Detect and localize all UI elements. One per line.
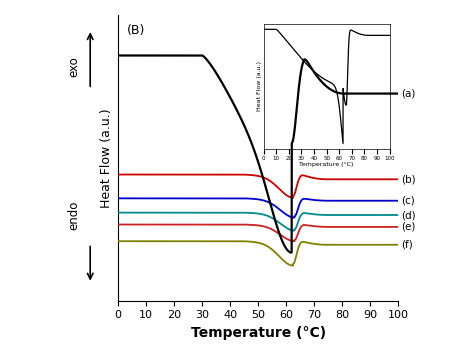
Text: (b): (b) xyxy=(401,174,416,184)
Text: (d): (d) xyxy=(401,210,416,220)
Text: (c): (c) xyxy=(401,196,415,206)
Text: (f): (f) xyxy=(401,240,412,250)
Text: (a): (a) xyxy=(401,89,415,99)
Text: (e): (e) xyxy=(401,222,415,232)
Text: (B): (B) xyxy=(127,23,145,37)
X-axis label: Temperature (°C): Temperature (°C) xyxy=(191,326,326,340)
Y-axis label: Heat Flow (a.u.): Heat Flow (a.u.) xyxy=(100,108,113,208)
Text: endo: endo xyxy=(67,200,80,230)
Text: exo: exo xyxy=(67,56,80,77)
